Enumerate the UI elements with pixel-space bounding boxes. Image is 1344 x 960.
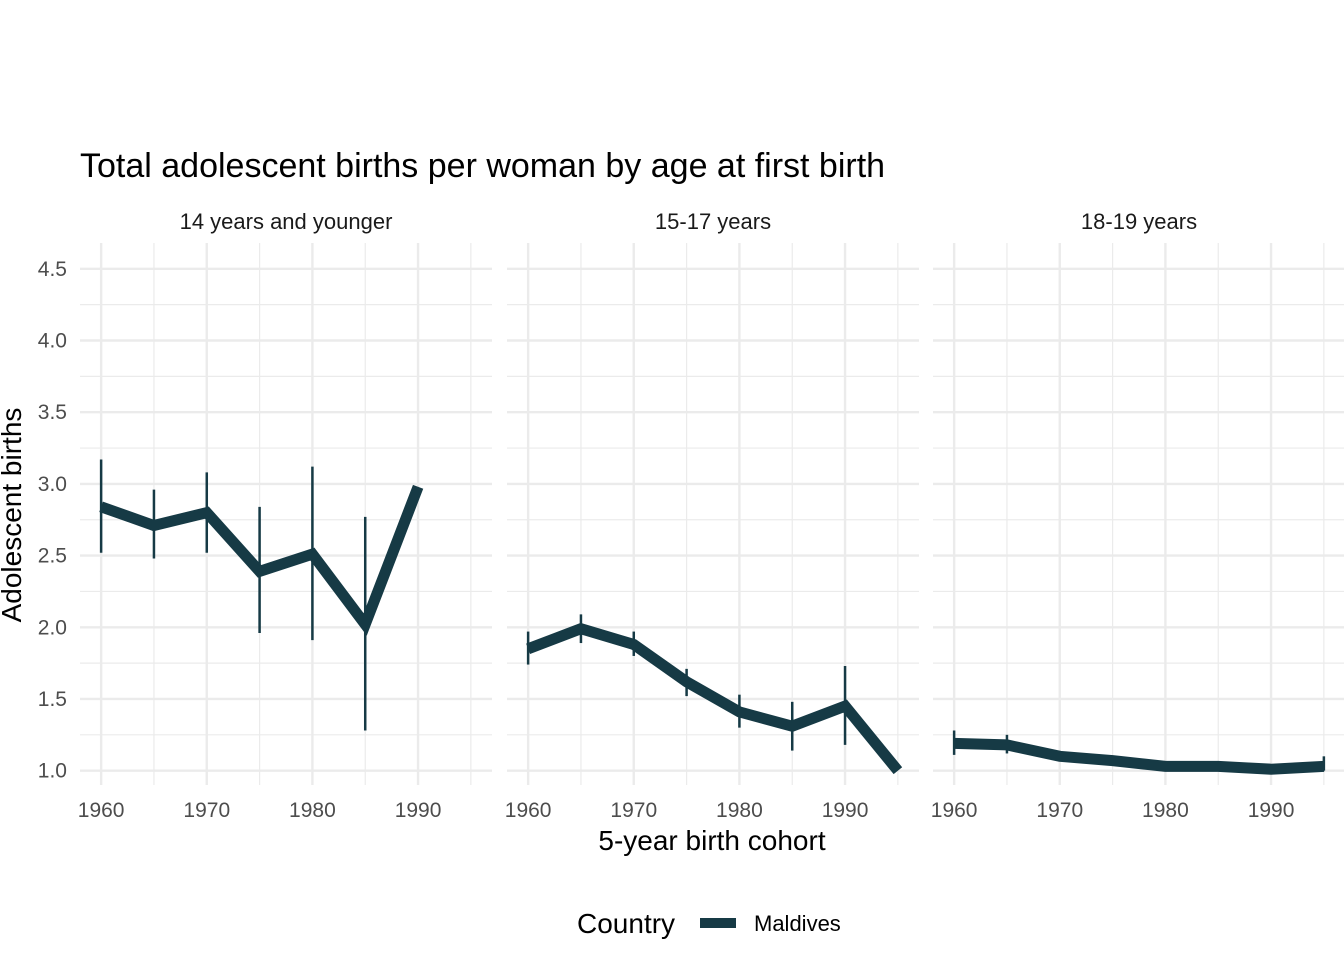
series-line-maldives <box>526 622 903 775</box>
y-tick-label: 3.0 <box>38 473 67 496</box>
y-tick-label: 4.0 <box>38 330 67 353</box>
x-axis-title: 5-year birth cohort <box>598 825 825 856</box>
x-tick-label: 1960 <box>931 799 978 822</box>
series-line-maldives <box>953 737 1325 775</box>
x-tick-label: 1970 <box>183 799 230 822</box>
y-tick-label: 2.5 <box>38 545 67 568</box>
facet-panel: 18-19 years 1960 1970 1980 1990 <box>931 209 1344 822</box>
facet-panel: 15-17 years 1960 1970 1980 1990 <box>505 209 919 822</box>
facet-strip-label: 18-19 years <box>1081 209 1197 234</box>
x-tick-label: 1990 <box>822 799 869 822</box>
x-tick-label: 1990 <box>1248 799 1295 822</box>
x-tick-label: 1980 <box>289 799 336 822</box>
legend-label-maldives: Maldives <box>754 911 841 936</box>
facet-panel: 14 years and younger 1960 1970 1980 1990 <box>78 209 492 822</box>
x-tick-label: 1980 <box>1142 799 1189 822</box>
x-tick-label: 1970 <box>1036 799 1083 822</box>
facet-strip-label: 15-17 years <box>655 209 771 234</box>
x-tick-label: 1960 <box>505 799 552 822</box>
chart-title: Total adolescent births per woman by age… <box>80 147 885 185</box>
facet-strip-label: 14 years and younger <box>180 209 393 234</box>
y-tick-label: 3.5 <box>38 401 67 424</box>
y-axis-title: Adolescent births <box>0 408 27 623</box>
x-tick-label: 1990 <box>395 799 442 822</box>
x-tick-label: 1970 <box>610 799 657 822</box>
facet-panels: 1.0 1.5 2.0 2.5 3.0 3.5 4.0 4.5 14 years and you… <box>38 209 1344 822</box>
legend: Country Maldives <box>577 908 841 939</box>
x-tick-label: 1960 <box>78 799 125 822</box>
y-tick-label: 1.5 <box>38 688 67 711</box>
y-tick-label: 4.5 <box>38 258 67 281</box>
x-tick-label: 1980 <box>716 799 763 822</box>
y-tick-label: 2.0 <box>38 616 67 639</box>
y-tick-label: 1.0 <box>38 760 67 783</box>
legend-title: Country <box>577 908 675 939</box>
